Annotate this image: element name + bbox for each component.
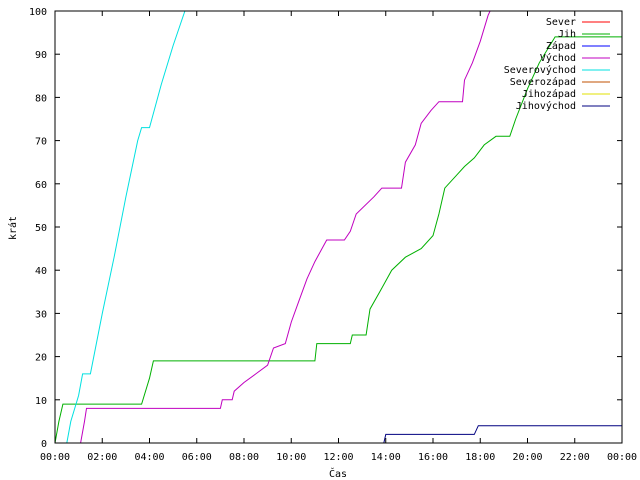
tick-labels: 00:00 02:00 04:00 06:00 08:00 10:00 12:00 14:00… bbox=[29, 7, 637, 463]
x-tick-label: 06:00 bbox=[182, 452, 212, 463]
legend-label: Jihovýchod bbox=[516, 100, 576, 112]
y-tick-label: 10 bbox=[35, 396, 47, 407]
y-tick-label: 80 bbox=[35, 93, 47, 104]
legend-label: Severovýchod bbox=[504, 64, 576, 76]
series-group bbox=[55, 11, 622, 443]
y-tick-label: 100 bbox=[29, 7, 47, 18]
y-tick-label: 20 bbox=[35, 353, 47, 364]
y-tick-label: 40 bbox=[35, 266, 47, 277]
legend: SeverJihZápadVýchodSeverovýchodSeverozáp… bbox=[504, 17, 610, 112]
x-tick-label: 20:00 bbox=[512, 452, 542, 463]
x-tick-label: 02:00 bbox=[87, 452, 117, 463]
x-tick-label: 10:00 bbox=[276, 452, 306, 463]
x-tick-label: 12:00 bbox=[323, 452, 353, 463]
series-line-7 bbox=[383, 425, 622, 443]
legend-label: Západ bbox=[546, 40, 576, 52]
x-tick-label: 18:00 bbox=[465, 452, 495, 463]
y-tick-label: 30 bbox=[35, 309, 47, 320]
legend-label: Jih bbox=[558, 29, 576, 40]
y-tick-label: 0 bbox=[41, 439, 47, 450]
x-tick-label: 14:00 bbox=[371, 452, 401, 463]
y-tick-label: 70 bbox=[35, 137, 47, 148]
legend-label: Východ bbox=[540, 52, 576, 64]
legend-label: Sever bbox=[546, 17, 576, 28]
y-tick-label: 90 bbox=[35, 50, 47, 61]
x-tick-label: 08:00 bbox=[229, 452, 259, 463]
x-tick-label: 16:00 bbox=[418, 452, 448, 463]
axes-group bbox=[54, 10, 623, 444]
legend-label: Jihozápad bbox=[522, 88, 576, 100]
x-tick-label: 00:00 bbox=[40, 452, 70, 463]
series-line-1 bbox=[55, 36, 622, 443]
y-tick-label: 60 bbox=[35, 180, 47, 191]
x-axis-label: Čas bbox=[329, 467, 347, 480]
series-line-3 bbox=[80, 11, 491, 443]
series-line-4 bbox=[66, 11, 186, 443]
x-tick-label: 04:00 bbox=[134, 452, 164, 463]
y-tick-label: 50 bbox=[35, 223, 47, 234]
y-axis-label: krát bbox=[7, 216, 19, 240]
legend-label: Severozápad bbox=[510, 76, 576, 88]
x-tick-label: 22:00 bbox=[560, 452, 590, 463]
x-tick-label: 00:00 bbox=[607, 452, 637, 463]
